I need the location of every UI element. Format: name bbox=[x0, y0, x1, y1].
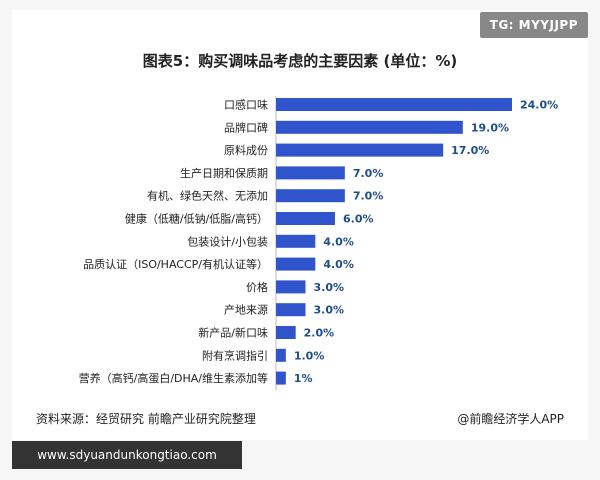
bar bbox=[276, 371, 286, 385]
bar bbox=[276, 166, 345, 180]
value-label: 4.0% bbox=[323, 258, 354, 271]
credit-text: @前瞻经济学人APP bbox=[457, 412, 564, 426]
value-label: 1.0% bbox=[294, 349, 325, 362]
bar bbox=[276, 257, 316, 271]
category-label: 有机、绿色天然、无添加 bbox=[147, 189, 268, 203]
category-label: 包装设计/小包装 bbox=[187, 235, 268, 248]
value-label: 2.0% bbox=[304, 327, 335, 340]
category-label: 口感口味 bbox=[224, 99, 268, 112]
category-label: 附有烹调指引 bbox=[202, 348, 268, 362]
category-label: 品牌口碑 bbox=[224, 120, 268, 134]
footer-url[interactable]: www.sdyuandunkongtiao.com bbox=[12, 441, 242, 469]
category-label: 品质认证（ISO/HACCP/有机认证等） bbox=[83, 257, 268, 271]
category-label: 生产日期和保质期 bbox=[180, 166, 268, 180]
value-label: 19.0% bbox=[471, 121, 509, 134]
bar bbox=[276, 120, 463, 134]
value-label: 7.0% bbox=[353, 167, 384, 180]
value-label: 4.0% bbox=[323, 235, 354, 248]
bar bbox=[276, 234, 316, 248]
bar bbox=[276, 98, 512, 111]
category-label: 原料成份 bbox=[224, 143, 268, 157]
bar bbox=[276, 189, 345, 203]
value-label: 24.0% bbox=[520, 99, 558, 112]
category-label: 产地来源 bbox=[224, 303, 268, 317]
category-label: 营养（高钙/高蛋白/DHA/维生素添加等 bbox=[79, 371, 268, 385]
watermark-tag: TG: MYYJJPP bbox=[479, 12, 588, 38]
category-label: 新产品/新口味 bbox=[198, 326, 268, 340]
bar bbox=[276, 212, 335, 225]
bar bbox=[276, 303, 306, 317]
bar bbox=[276, 326, 296, 339]
category-label: 健康（低糖/低钠/低脂/高钙） bbox=[125, 212, 268, 226]
category-label: 价格 bbox=[246, 280, 268, 294]
value-label: 7.0% bbox=[353, 190, 384, 203]
source-text: 资料来源：经贸研究 前瞻产业研究院整理 bbox=[36, 412, 256, 426]
value-label: 3.0% bbox=[314, 281, 345, 294]
bar bbox=[276, 143, 444, 157]
value-label: 1% bbox=[294, 372, 313, 385]
value-label: 17.0% bbox=[451, 144, 489, 157]
bar bbox=[276, 348, 286, 362]
chart-title: 图表5：购买调味品考虑的主要因素 (单位：%) bbox=[142, 52, 458, 70]
value-label: 3.0% bbox=[314, 304, 345, 317]
value-label: 6.0% bbox=[343, 213, 374, 226]
bar bbox=[276, 280, 306, 294]
